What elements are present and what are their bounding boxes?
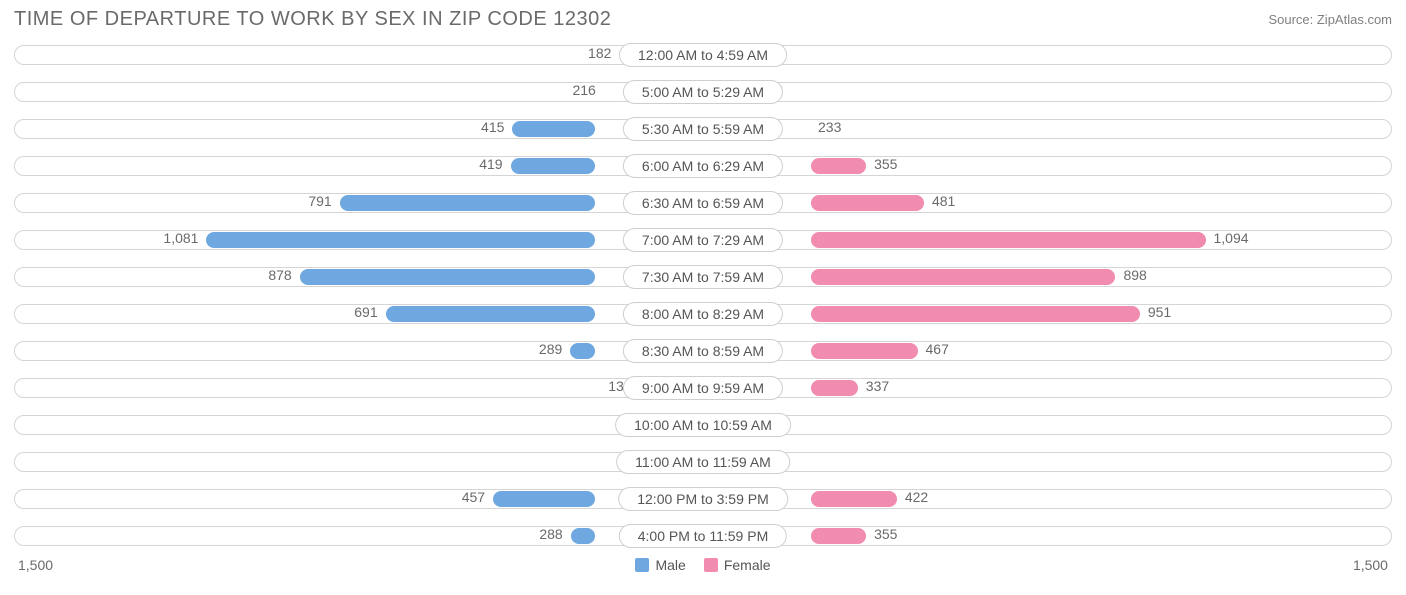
- chart-row: 878 898 7:30 AM to 7:59 AM: [14, 261, 1392, 293]
- legend-item-male: Male: [635, 557, 685, 573]
- chart-row: 1383379:00 AM to 9:59 AM: [14, 372, 1392, 404]
- time-range-label: 6:30 AM to 6:59 AM: [623, 191, 783, 215]
- chart-row: 457 422 12:00 PM to 3:59 PM: [14, 483, 1392, 515]
- time-range-label: 5:30 AM to 5:59 AM: [623, 117, 783, 141]
- male-value: 289: [539, 341, 562, 357]
- legend-label-female: Female: [724, 557, 771, 573]
- male-value: 878: [268, 267, 291, 283]
- time-range-label: 12:00 PM to 3:59 PM: [618, 487, 788, 511]
- time-range-label: 9:00 AM to 9:59 AM: [623, 376, 783, 400]
- female-bar: [811, 306, 1140, 322]
- male-bar: [571, 528, 595, 544]
- chart-row: 415 233 5:30 AM to 5:59 AM: [14, 113, 1392, 145]
- chart-footer: 1,500 Male Female 1,500: [14, 557, 1392, 573]
- female-bar: [811, 158, 866, 174]
- legend-swatch-female: [704, 558, 718, 572]
- female-bar: [811, 380, 858, 396]
- male-value: 419: [479, 156, 502, 172]
- chart-row: 419 355 6:00 AM to 6:29 AM: [14, 150, 1392, 182]
- female-value: 481: [932, 193, 955, 209]
- time-range-label: 12:00 AM to 4:59 AM: [619, 43, 787, 67]
- time-range-label: 7:00 AM to 7:29 AM: [623, 228, 783, 252]
- time-range-label: 10:00 AM to 10:59 AM: [615, 413, 791, 437]
- chart-row: 691 951 8:00 AM to 8:29 AM: [14, 298, 1392, 330]
- chart-row: 289 467 8:30 AM to 8:59 AM: [14, 335, 1392, 367]
- chart-row: 1823412:00 AM to 4:59 AM: [14, 39, 1392, 71]
- male-value: 1,081: [163, 230, 198, 246]
- female-bar: [811, 343, 918, 359]
- male-value: 457: [462, 489, 485, 505]
- male-value: 415: [481, 119, 504, 135]
- male-value: 182: [588, 45, 611, 61]
- time-range-label: 6:00 AM to 6:29 AM: [623, 154, 783, 178]
- male-value: 216: [572, 82, 595, 98]
- time-range-label: 5:00 AM to 5:29 AM: [623, 80, 783, 104]
- male-bar: [300, 269, 595, 285]
- female-bar: [811, 528, 866, 544]
- legend: Male Female: [635, 557, 770, 573]
- female-bar: [811, 269, 1115, 285]
- time-range-label: 7:30 AM to 7:59 AM: [623, 265, 783, 289]
- axis-max-right: 1,500: [1353, 557, 1388, 573]
- chart-title: TIME OF DEPARTURE TO WORK BY SEX IN ZIP …: [14, 8, 611, 31]
- male-value: 791: [308, 193, 331, 209]
- chart-row: 313611:00 AM to 11:59 AM: [14, 446, 1392, 478]
- female-value: 467: [926, 341, 949, 357]
- legend-item-female: Female: [704, 557, 771, 573]
- female-value: 898: [1123, 267, 1146, 283]
- female-value: 355: [874, 156, 897, 172]
- time-range-label: 8:30 AM to 8:59 AM: [623, 339, 783, 363]
- time-range-label: 4:00 PM to 11:59 PM: [619, 524, 787, 548]
- time-range-label: 11:00 AM to 11:59 AM: [616, 450, 790, 474]
- male-bar: [206, 232, 595, 248]
- legend-label-male: Male: [655, 557, 685, 573]
- male-value: 288: [539, 526, 562, 542]
- source-label: Source: ZipAtlas.com: [1268, 12, 1392, 27]
- chart-row: 1,081 1,094 7:00 AM to 7:29 AM: [14, 224, 1392, 256]
- male-bar: [570, 343, 595, 359]
- time-range-label: 8:00 AM to 8:29 AM: [623, 302, 783, 326]
- male-bar: [511, 158, 595, 174]
- male-bar: [386, 306, 595, 322]
- legend-swatch-male: [635, 558, 649, 572]
- chart-row: 2161065:00 AM to 5:29 AM: [14, 76, 1392, 108]
- female-value: 337: [866, 378, 889, 394]
- female-value: 1,094: [1214, 230, 1249, 246]
- male-value: 691: [354, 304, 377, 320]
- male-bar: [512, 121, 595, 137]
- axis-max-left: 1,500: [18, 557, 53, 573]
- female-value: 355: [874, 526, 897, 542]
- chart-row: 791 481 6:30 AM to 6:59 AM: [14, 187, 1392, 219]
- male-bar: [340, 195, 595, 211]
- chart-row: 288 355 4:00 PM to 11:59 PM: [14, 520, 1392, 552]
- chart-area: 1823412:00 AM to 4:59 AM 2161065:00 AM to…: [14, 39, 1392, 552]
- header: TIME OF DEPARTURE TO WORK BY SEX IN ZIP …: [14, 8, 1392, 31]
- female-bar: [811, 232, 1206, 248]
- female-value: 233: [818, 119, 841, 135]
- female-value: 951: [1148, 304, 1171, 320]
- male-bar: [493, 491, 595, 507]
- female-value: 422: [905, 489, 928, 505]
- female-bar: [811, 195, 924, 211]
- female-bar: [811, 491, 897, 507]
- chart-row: 319410:00 AM to 10:59 AM: [14, 409, 1392, 441]
